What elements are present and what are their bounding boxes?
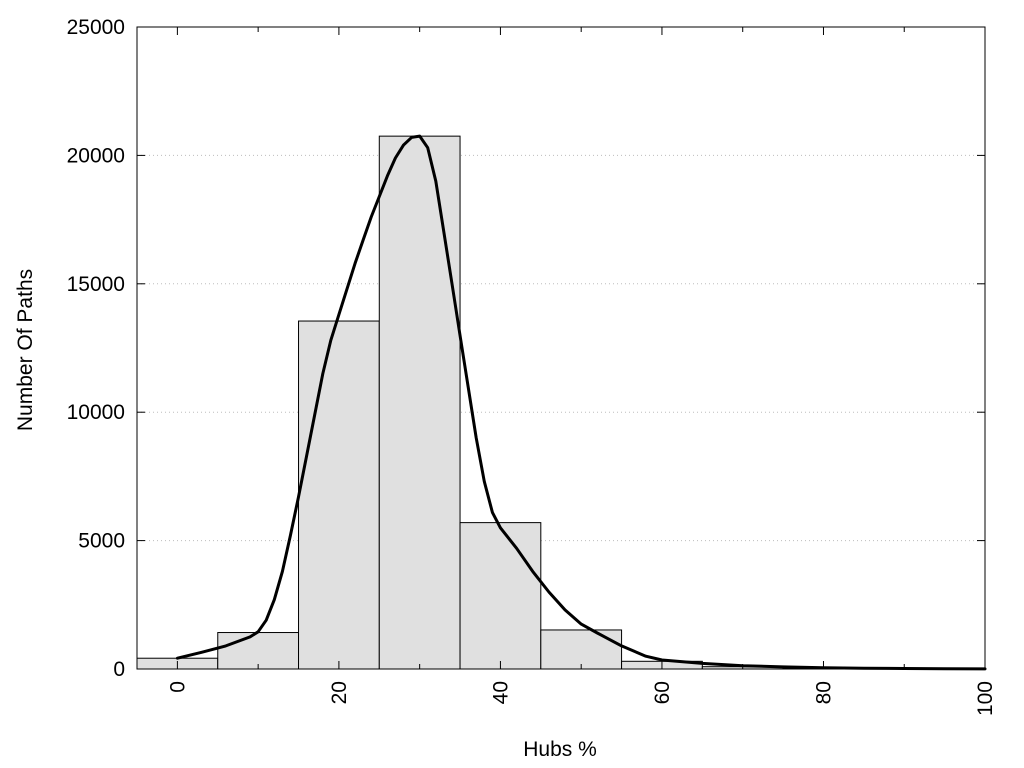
histogram-bar (459, 522, 542, 670)
grid-lines (137, 154, 985, 542)
axis-ticks (137, 26, 986, 670)
histogram-bar (217, 632, 300, 670)
histogram-bar (378, 135, 461, 670)
x-tick-label: 60 (651, 681, 674, 704)
y-tick-label: 5000 (78, 530, 125, 553)
y-tick-labels: 0 5000 10000 15000 20000 25000 (67, 16, 125, 681)
histogram-bars (136, 135, 986, 670)
x-tick-label: 100 (974, 681, 997, 716)
x-tick-label: 20 (328, 681, 351, 704)
curve-line (175, 134, 987, 671)
y-axis-label: Number Of Paths (14, 269, 37, 431)
x-tick-labels: 0 20 40 60 80 100 (166, 681, 997, 716)
y-tick-label: 20000 (67, 144, 125, 167)
y-tick-label: 25000 (67, 16, 125, 39)
x-tick-label: 0 (166, 681, 189, 693)
y-tick-label: 0 (113, 658, 125, 681)
histogram-bar (540, 629, 623, 670)
x-tick-label: 40 (489, 681, 512, 704)
y-tick-label: 10000 (67, 401, 125, 424)
x-axis-label: Hubs % (523, 738, 597, 761)
histogram-bar (298, 320, 380, 670)
y-tick-label: 15000 (67, 273, 125, 296)
density-curve (175, 134, 987, 671)
plot-frame (136, 26, 986, 670)
x-tick-label: 80 (812, 681, 835, 704)
